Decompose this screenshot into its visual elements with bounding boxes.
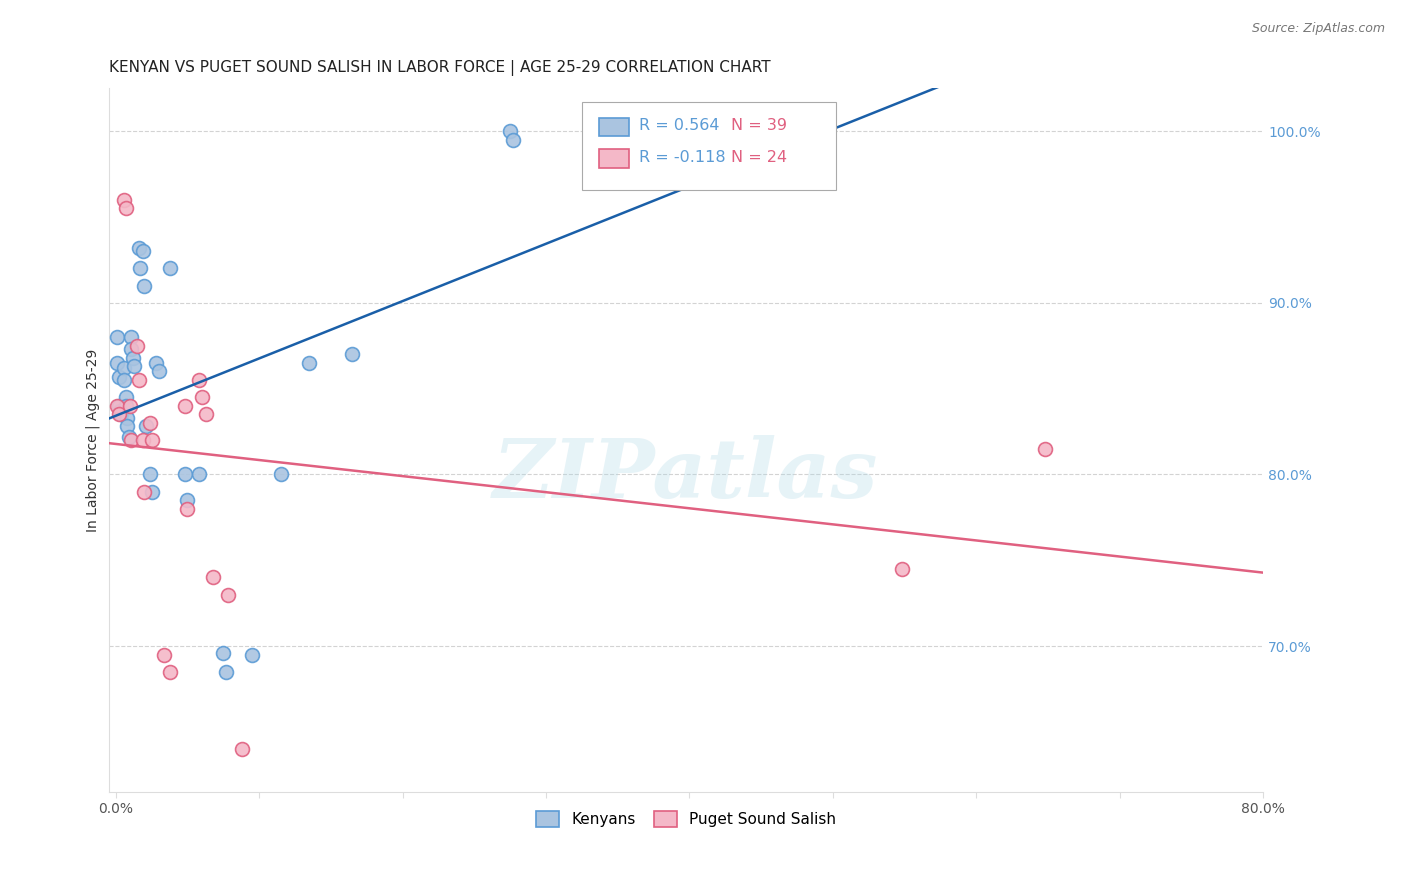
Point — [173, 399, 195, 413]
Text: ZIPatlas: ZIPatlas — [494, 435, 879, 516]
Point — [190, 390, 212, 404]
Y-axis label: In Labor Force | Age 25-29: In Labor Force | Age 25-29 — [86, 349, 100, 532]
Point — [122, 351, 145, 365]
Text: N = 24: N = 24 — [731, 150, 787, 165]
Point — [132, 433, 155, 447]
Point — [139, 416, 162, 430]
Point — [195, 408, 218, 422]
Point — [134, 278, 156, 293]
Point — [153, 648, 176, 662]
Point — [139, 467, 162, 482]
Point — [105, 330, 128, 344]
Point — [108, 404, 131, 418]
Point — [121, 433, 143, 447]
Point — [114, 390, 136, 404]
Point — [121, 342, 143, 356]
Point — [115, 410, 138, 425]
Point — [159, 665, 181, 679]
Point — [159, 261, 181, 276]
Point — [110, 408, 132, 422]
Point — [107, 369, 129, 384]
FancyBboxPatch shape — [599, 118, 630, 136]
Point — [114, 202, 136, 216]
Point — [890, 562, 912, 576]
Point — [212, 646, 235, 660]
Point — [298, 356, 321, 370]
Text: R = 0.564: R = 0.564 — [638, 118, 718, 133]
Point — [240, 648, 263, 662]
Point — [132, 244, 155, 259]
Point — [105, 356, 128, 370]
Point — [502, 133, 524, 147]
Point — [107, 399, 129, 413]
Point — [134, 484, 156, 499]
Point — [202, 570, 225, 584]
Point — [628, 124, 651, 138]
Point — [141, 484, 163, 499]
Point — [107, 408, 129, 422]
Point — [215, 665, 238, 679]
FancyBboxPatch shape — [582, 103, 837, 190]
Point — [112, 193, 135, 207]
Point — [176, 501, 198, 516]
Point — [148, 364, 170, 378]
Text: R = -0.118: R = -0.118 — [638, 150, 725, 165]
Point — [135, 419, 157, 434]
Point — [187, 373, 209, 387]
Point — [105, 399, 128, 413]
FancyBboxPatch shape — [599, 150, 630, 168]
Legend: Kenyans, Puget Sound Salish: Kenyans, Puget Sound Salish — [530, 805, 842, 834]
Point — [231, 742, 253, 756]
Point — [270, 467, 292, 482]
Point — [129, 261, 152, 276]
Point — [187, 467, 209, 482]
Point — [114, 399, 136, 413]
Point — [176, 493, 198, 508]
Point — [128, 241, 150, 255]
Point — [342, 347, 364, 361]
Text: N = 39: N = 39 — [731, 118, 787, 133]
Point — [118, 399, 141, 413]
Point — [127, 339, 149, 353]
Text: Source: ZipAtlas.com: Source: ZipAtlas.com — [1251, 22, 1385, 36]
Point — [1033, 442, 1056, 456]
Point — [117, 430, 139, 444]
Point — [173, 467, 195, 482]
Point — [124, 359, 146, 374]
Point — [499, 124, 522, 138]
Point — [217, 588, 239, 602]
Point — [121, 330, 143, 344]
Point — [115, 419, 138, 434]
Point — [112, 373, 135, 387]
Point — [141, 433, 163, 447]
Point — [128, 373, 150, 387]
Point — [112, 361, 135, 376]
Text: KENYAN VS PUGET SOUND SALISH IN LABOR FORCE | AGE 25-29 CORRELATION CHART: KENYAN VS PUGET SOUND SALISH IN LABOR FO… — [108, 60, 770, 76]
Point — [145, 356, 167, 370]
